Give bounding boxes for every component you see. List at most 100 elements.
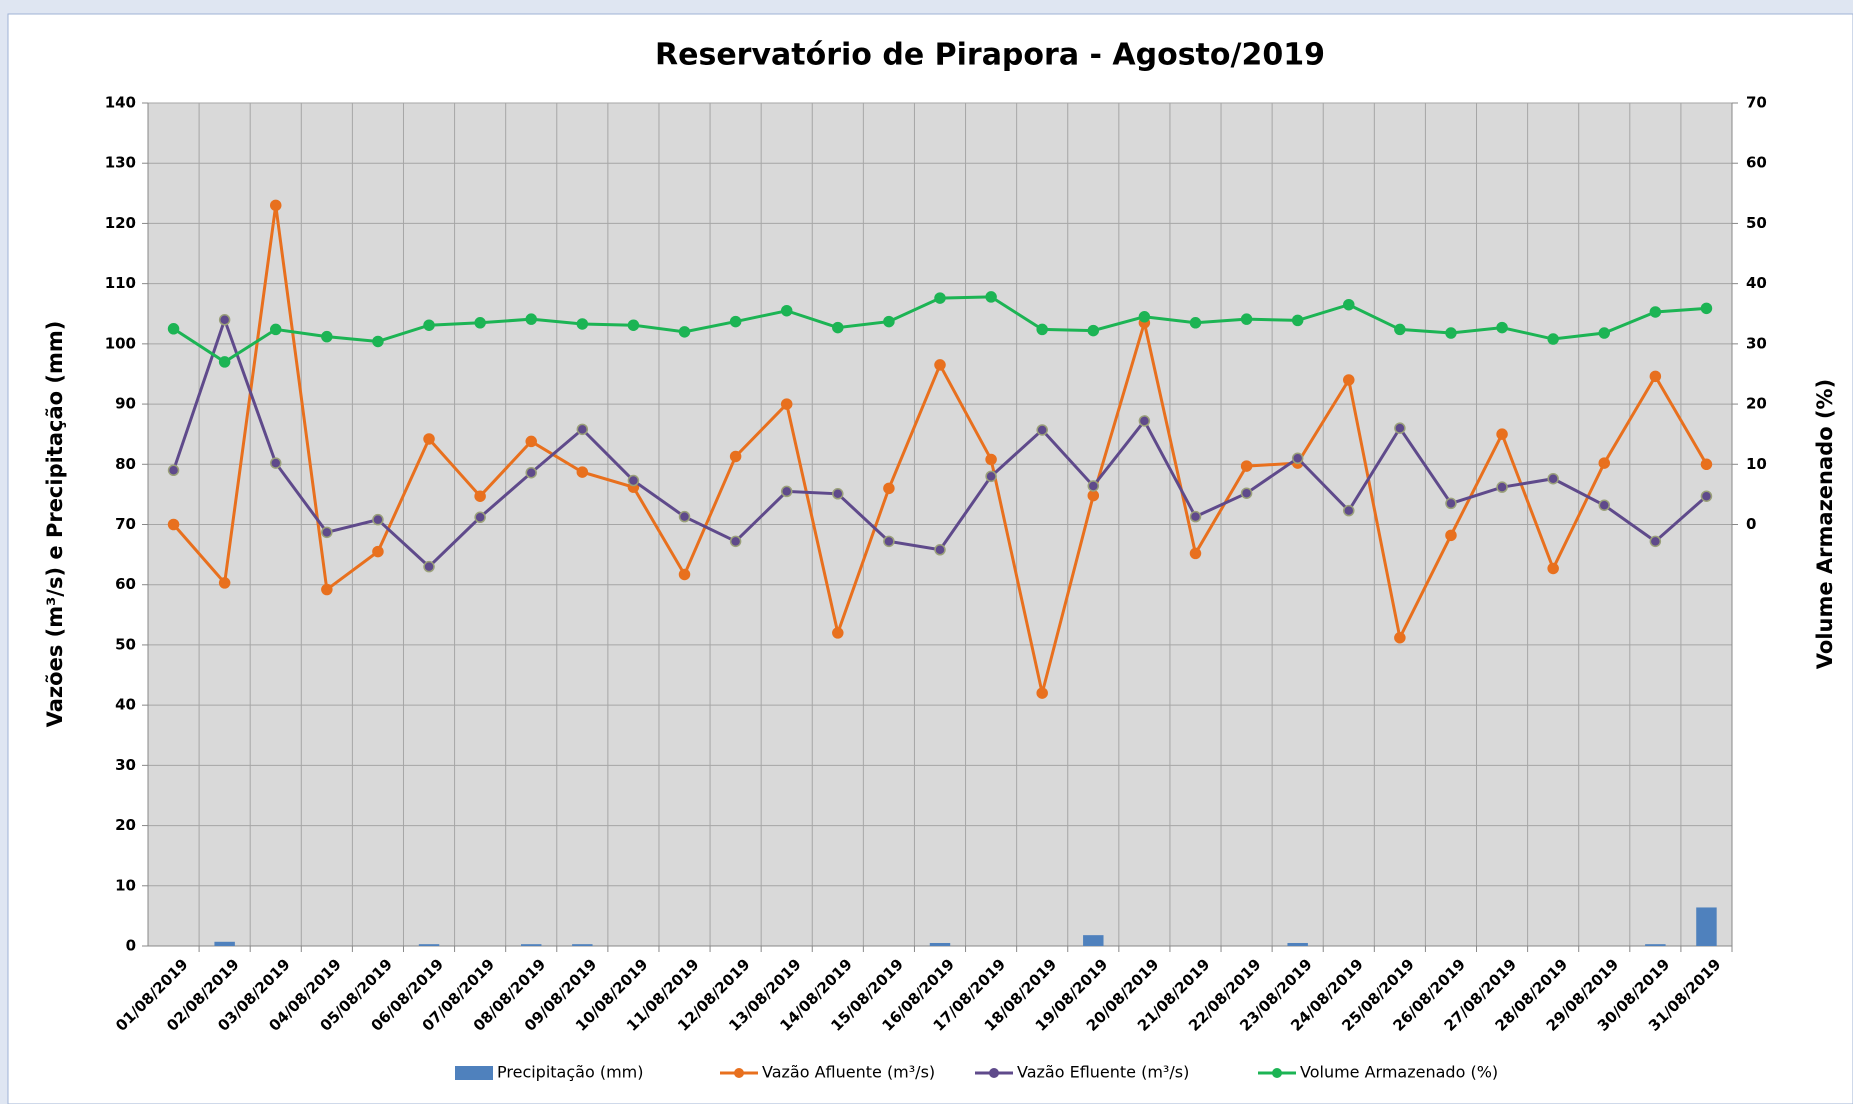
- point: [167, 464, 180, 477]
- y2-tick-label: 60: [1746, 154, 1767, 172]
- point: [1189, 317, 1202, 329]
- point: [1036, 323, 1048, 336]
- bar: [1645, 944, 1666, 946]
- point: [218, 356, 231, 368]
- point: [1700, 302, 1713, 315]
- y2-tick-label: 10: [1746, 455, 1767, 473]
- point: [1394, 323, 1406, 336]
- point: [576, 318, 589, 330]
- y-tick-label: 70: [115, 515, 136, 533]
- bar: [521, 944, 542, 946]
- point: [269, 323, 282, 336]
- point: [1496, 428, 1508, 440]
- point: [1240, 313, 1253, 325]
- bar: [214, 941, 235, 946]
- point: [1138, 415, 1151, 427]
- point: [1649, 306, 1662, 318]
- point: [678, 326, 691, 338]
- point: [1087, 489, 1100, 502]
- y-tick-label: 110: [105, 274, 136, 292]
- point: [576, 466, 589, 478]
- y-tick-label: 40: [115, 696, 136, 714]
- point: [934, 292, 946, 304]
- legend-label: Vazão Efluente (m³/s): [1017, 1063, 1189, 1082]
- bar: [1696, 907, 1717, 946]
- point: [1394, 631, 1406, 644]
- point: [780, 304, 793, 317]
- y-tick-label: 60: [115, 575, 136, 593]
- point: [934, 359, 946, 371]
- point: [627, 474, 640, 487]
- point: [1189, 547, 1202, 560]
- bar: [929, 942, 951, 946]
- point: [423, 319, 435, 331]
- point: [1343, 504, 1355, 517]
- y2-tick-label: 70: [1746, 94, 1767, 112]
- point: [883, 315, 895, 328]
- point: [269, 457, 282, 469]
- y2-tick-label: 30: [1746, 334, 1767, 352]
- point: [167, 323, 180, 335]
- y2-tick-label: 0: [1746, 515, 1756, 533]
- point: [1649, 370, 1662, 383]
- point: [1291, 452, 1304, 465]
- point: [321, 526, 333, 539]
- y2-axis-title: Volume Armazenado (%): [1813, 379, 1837, 669]
- point: [832, 488, 844, 500]
- point: [1598, 457, 1611, 469]
- point: [372, 335, 384, 348]
- y-tick-label: 30: [115, 756, 136, 774]
- bar: [418, 944, 440, 946]
- point: [1189, 510, 1202, 523]
- point: [1036, 424, 1048, 436]
- y-tick-label: 0: [126, 937, 136, 955]
- point: [423, 433, 435, 445]
- point: [832, 321, 844, 334]
- y-tick-label: 20: [115, 816, 136, 834]
- chart-title: Reservatório de Pirapora - Agosto/2019: [655, 38, 1325, 73]
- point: [269, 199, 282, 212]
- point: [985, 470, 997, 483]
- legend-swatch: [455, 1066, 493, 1080]
- point: [1700, 490, 1713, 502]
- y-tick-label: 10: [115, 876, 136, 894]
- y-tick-label: 50: [115, 635, 136, 653]
- point: [321, 583, 333, 596]
- legend-swatch: [989, 1068, 999, 1078]
- legend-swatch: [734, 1068, 744, 1078]
- point: [780, 485, 793, 498]
- y-tick-label: 90: [115, 395, 136, 413]
- point: [1649, 535, 1662, 548]
- point: [1240, 460, 1253, 472]
- y2-tick-label: 20: [1746, 395, 1767, 413]
- y-tick-label: 80: [115, 455, 136, 473]
- point: [525, 313, 537, 325]
- point: [372, 545, 384, 558]
- point: [1343, 298, 1355, 311]
- point: [832, 627, 844, 639]
- point: [1445, 327, 1457, 339]
- point: [1087, 480, 1100, 492]
- y-tick-label: 130: [105, 154, 136, 172]
- point: [985, 291, 997, 303]
- point: [1598, 327, 1611, 339]
- point: [1700, 458, 1713, 471]
- y-axis-title: Vazões (m³/s) e Precipitação (mm): [43, 321, 67, 728]
- y2-tick-label: 50: [1746, 214, 1767, 232]
- point: [474, 511, 486, 524]
- bar: [572, 944, 593, 946]
- point: [883, 535, 895, 548]
- point: [218, 577, 231, 589]
- point: [474, 317, 486, 329]
- point: [1036, 687, 1048, 699]
- point: [1138, 311, 1151, 323]
- point: [1087, 324, 1100, 337]
- legend-swatch: [1272, 1068, 1282, 1078]
- point: [1496, 321, 1508, 334]
- point: [372, 513, 384, 526]
- point: [780, 398, 793, 410]
- point: [1291, 314, 1304, 327]
- legend-label: Vazão Afluente (m³/s): [762, 1063, 935, 1082]
- y-tick-label: 100: [105, 334, 136, 352]
